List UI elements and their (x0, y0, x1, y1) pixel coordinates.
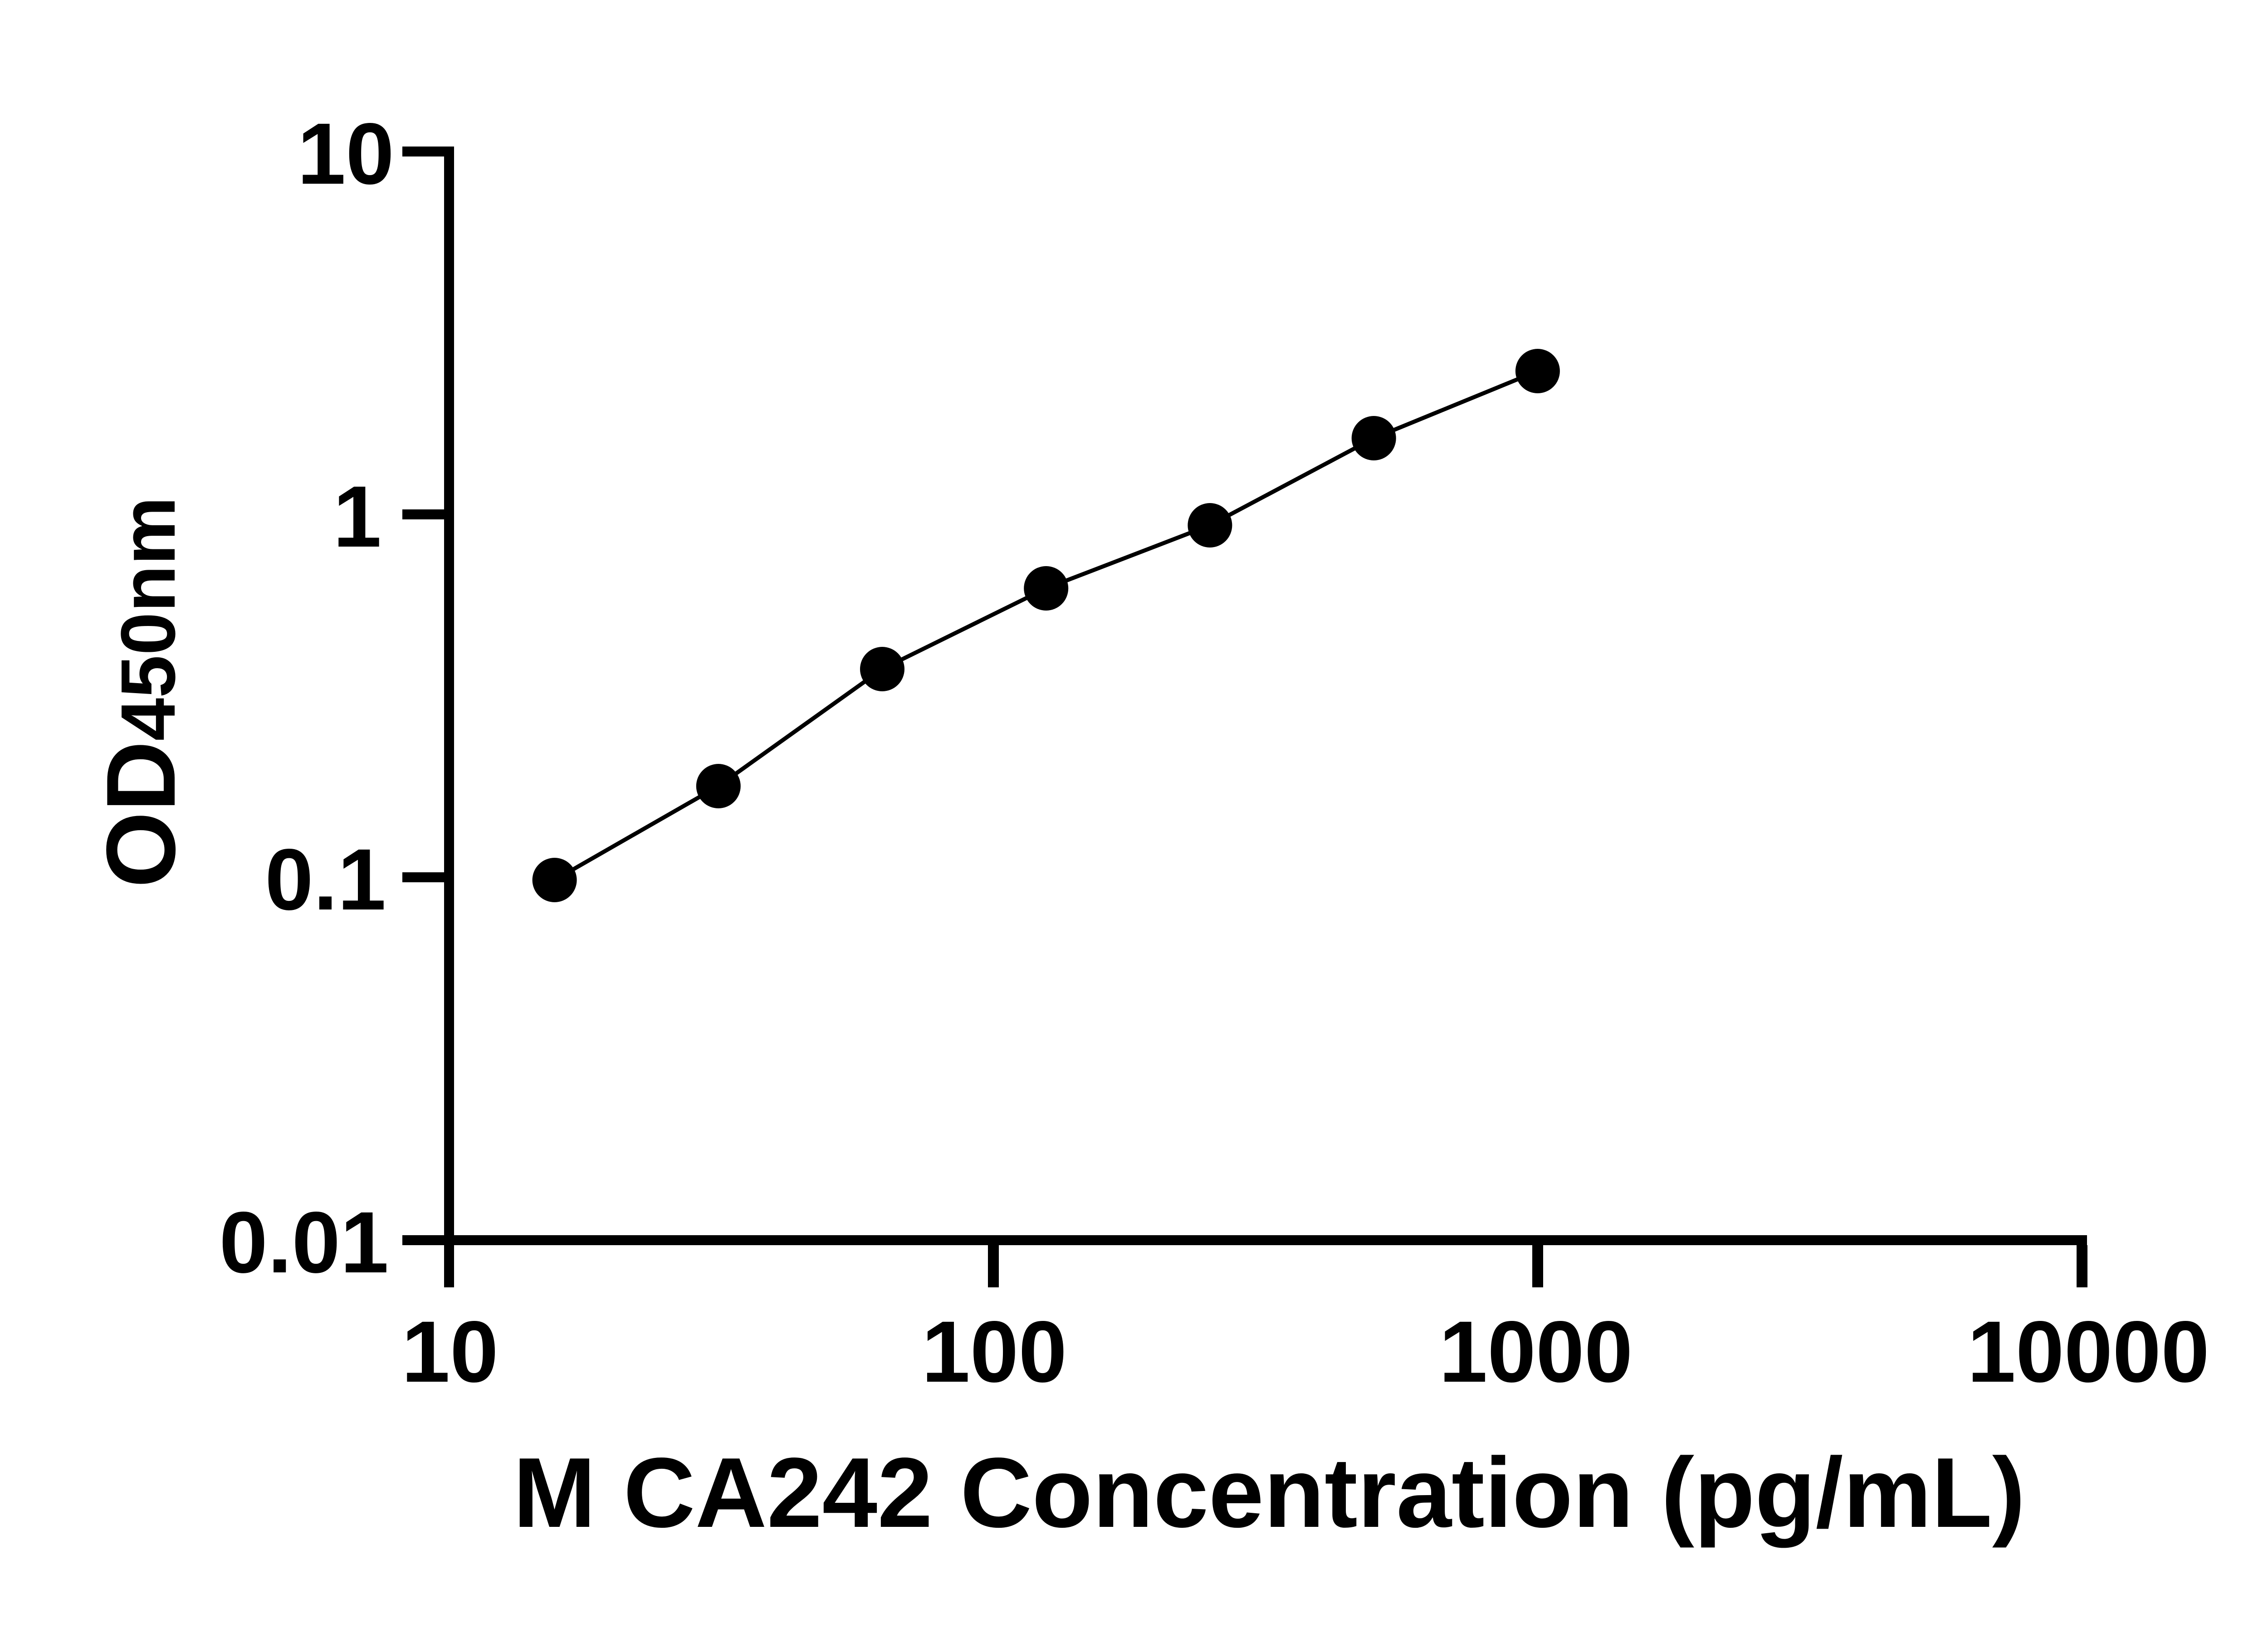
svg-text:0.01: 0.01 (219, 1193, 389, 1291)
svg-text:10: 10 (297, 105, 394, 202)
svg-text:1: 1 (333, 468, 381, 565)
svg-text:M CA242 Concentration (pg/mL): M CA242 Concentration (pg/mL) (513, 1437, 2025, 1548)
svg-text:10: 10 (401, 1303, 499, 1400)
svg-text:10000: 10000 (1967, 1303, 2209, 1400)
svg-text:100: 100 (922, 1303, 1067, 1400)
svg-text:OD450nm: OD450nm (86, 497, 196, 888)
svg-text:0.1: 0.1 (265, 831, 386, 928)
svg-text:1000: 1000 (1439, 1303, 1633, 1400)
